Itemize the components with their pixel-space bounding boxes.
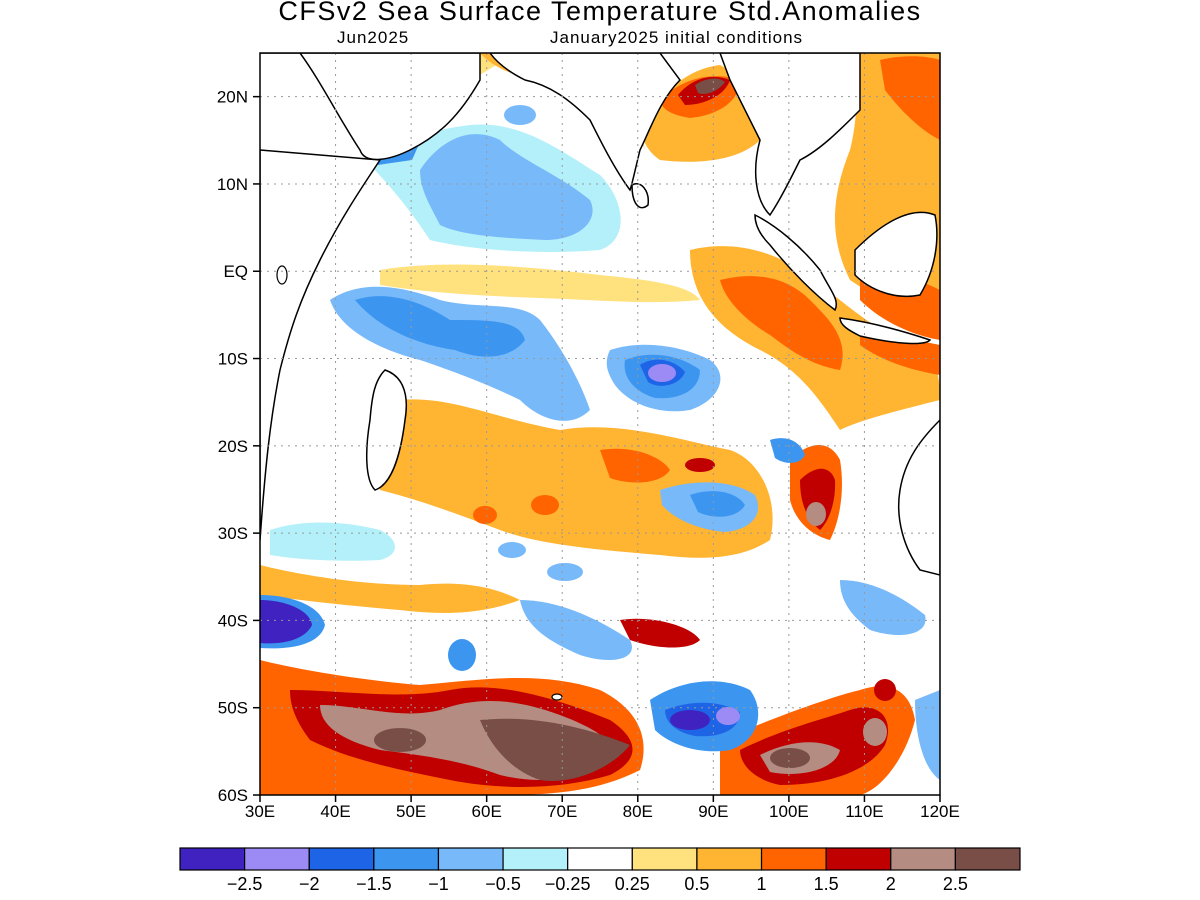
colorbar-swatch — [502, 847, 569, 871]
initial-conditions: January2025 initial conditions — [550, 28, 804, 47]
colorbar-swatch — [373, 847, 440, 871]
x-tick-label: 80E — [623, 802, 653, 821]
colorbar-swatch — [760, 847, 827, 871]
y-tick-label: 30S — [218, 524, 248, 543]
x-tick-label: 50E — [396, 802, 426, 821]
extreme-southeast-core — [770, 748, 810, 768]
forecast-month: Jun2025 — [337, 28, 410, 47]
x-tick-label: 30E — [245, 802, 275, 821]
colorbar-label: −1.5 — [356, 874, 392, 894]
cool-south-85e-core — [670, 710, 710, 730]
cool-spot-69e — [547, 563, 583, 581]
madagascar-land — [365, 369, 407, 491]
warm-scs-north — [880, 56, 940, 140]
warm-band-35s — [260, 565, 520, 613]
colorbar-label: −2 — [299, 874, 320, 894]
colorbar-swatch — [825, 847, 892, 871]
cool-eddy-central-peak — [648, 364, 676, 382]
y-tick-label: 60S — [218, 786, 248, 805]
colorbar-label: −1 — [428, 874, 449, 894]
y-tick-label: EQ — [223, 262, 248, 281]
warm-patch-75e — [600, 448, 670, 483]
anomaly-field — [260, 53, 940, 795]
cool-band-southwest — [270, 522, 395, 561]
extreme-bay-bengal — [695, 78, 725, 94]
cool-patch-north — [504, 105, 536, 125]
extreme-eddy-east — [806, 502, 826, 526]
sumatra-land — [754, 213, 837, 312]
hot-patch-88e — [685, 458, 715, 472]
colorbar-swatch — [696, 847, 763, 871]
cool-spot-100e — [770, 438, 805, 463]
hot-spot-113e — [874, 679, 896, 701]
y-tick-label: 20S — [218, 437, 248, 456]
cool-spot-56e — [448, 639, 476, 671]
hot-eddy-82e — [620, 618, 700, 648]
australia-land — [897, 418, 940, 576]
borneo-land — [854, 211, 938, 297]
y-tick-label: 10N — [217, 175, 248, 194]
x-tick-label: 120E — [920, 802, 960, 821]
coastlines — [260, 53, 940, 701]
southeast-asia-land — [719, 53, 861, 217]
cool-far-southeast — [915, 690, 940, 780]
cool-40s-east — [840, 580, 926, 635]
cool-sw-corner-core — [260, 600, 312, 644]
cool-south-88e — [716, 707, 740, 725]
colorbar-label: −2.5 — [227, 874, 263, 894]
x-tick-label: 60E — [472, 802, 502, 821]
colorbar-label: 0.25 — [615, 874, 650, 894]
warm-patch-67e — [531, 495, 559, 515]
plot-frame — [259, 52, 941, 796]
colorbar-swatch — [890, 847, 956, 871]
colorbar-swatch — [631, 847, 698, 871]
x-tick-label: 40E — [320, 802, 350, 821]
colorbar-swatch — [567, 847, 633, 871]
colorbar-swatch — [954, 847, 1021, 871]
colorbar-swatch — [244, 847, 310, 871]
colorbar-label: 2.5 — [943, 874, 968, 894]
extreme-spot-112e — [863, 718, 887, 746]
chart-title: CFSv2 Sea Surface Temperature Std.Anomal… — [278, 0, 922, 26]
colorbar-swatch — [437, 847, 504, 871]
colorbar-label: 1 — [757, 874, 767, 894]
java-land — [839, 317, 932, 345]
colorbar-label: −0.5 — [485, 874, 521, 894]
y-tick-label: 20N — [217, 88, 248, 107]
axes: 30E 40E 50E 60E 70E 80E 90E 100E 110E 120E 20N 10N E… — [217, 88, 960, 821]
colorbar-label: 0.5 — [684, 874, 709, 894]
warm-patch-60e — [473, 506, 497, 524]
x-tick-label: 70E — [547, 802, 577, 821]
cool-eddy-south-core — [690, 491, 745, 517]
colorbar-label: −0.25 — [545, 874, 591, 894]
extreme-southern-core — [480, 718, 630, 781]
india-land — [489, 53, 681, 192]
colorbar: −2.5 −2 −1.5 −1 −0.5 −0.25 0.25 0.5 1 1.5 2 2.5 — [179, 847, 1021, 894]
kerguelen-land — [551, 693, 563, 701]
africa-land — [260, 149, 382, 541]
cool-arabian-sea-core — [420, 134, 593, 240]
warm-eastern-eq-core — [720, 276, 843, 370]
colorbar-label: 2 — [886, 874, 896, 894]
y-tick-label: 40S — [218, 611, 248, 630]
y-tick-label: 10S — [218, 350, 248, 369]
socotra-land — [276, 265, 288, 285]
colorbar-swatch — [308, 847, 375, 871]
cool-40s-central — [520, 600, 632, 660]
cool-west-tropical-core — [355, 296, 525, 357]
colorbar-swatch — [179, 847, 246, 871]
cool-spot-62e — [498, 542, 526, 558]
extreme-southern-west — [374, 728, 426, 752]
warm-equatorial-band — [380, 264, 700, 303]
x-tick-label: 110E — [845, 802, 883, 821]
arabia-land — [260, 53, 481, 161]
y-tick-label: 50S — [218, 699, 248, 718]
x-tick-label: 90E — [698, 802, 728, 821]
x-tick-label: 100E — [769, 802, 809, 821]
colorbar-label: 1.5 — [814, 874, 839, 894]
